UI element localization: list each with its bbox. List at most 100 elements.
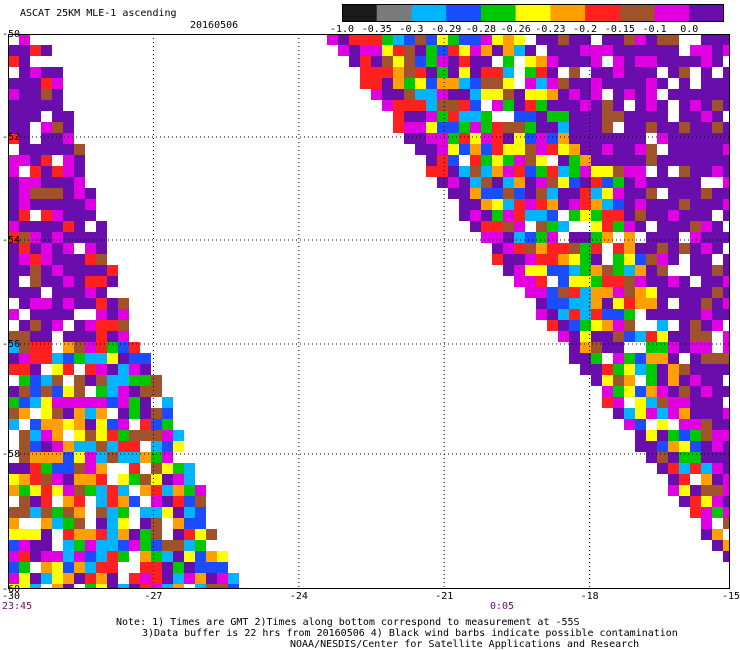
swath-cell <box>30 342 41 353</box>
swath-cell <box>162 441 173 452</box>
swath-cell <box>690 166 701 177</box>
swath-cell <box>580 144 591 155</box>
swath-cell <box>558 232 569 243</box>
swath-cell <box>481 166 492 177</box>
swath-cell <box>646 243 657 254</box>
swath-cell <box>382 100 393 111</box>
swath-cell <box>151 375 162 386</box>
swath-cell <box>591 265 602 276</box>
swath-cell <box>74 276 85 287</box>
swath-cell <box>723 100 730 111</box>
swath-cell <box>140 518 151 529</box>
swath-cell <box>63 155 74 166</box>
swath-cell <box>30 463 41 474</box>
swath-cell <box>602 353 613 364</box>
swath-cell <box>470 166 481 177</box>
swath-cell <box>52 144 63 155</box>
colorbar-tick-label: -0.15 <box>604 24 635 35</box>
swath-cell <box>8 133 19 144</box>
swath-cell <box>525 45 536 56</box>
swath-cell <box>657 155 668 166</box>
swath-cell <box>580 177 591 188</box>
swath-cell <box>602 397 613 408</box>
swath-cell <box>63 441 74 452</box>
swath-cell <box>646 276 657 287</box>
swath-cell <box>173 485 184 496</box>
swath-cell <box>635 221 646 232</box>
swath-cell <box>162 529 173 540</box>
swath-cell <box>30 485 41 496</box>
swath-cell <box>63 551 74 562</box>
swath-cell <box>591 331 602 342</box>
swath-cell <box>613 232 624 243</box>
swath-cell <box>63 298 74 309</box>
swath-cell <box>52 331 63 342</box>
swath-cell <box>8 485 19 496</box>
swath-cell <box>393 45 404 56</box>
swath-cell <box>723 375 730 386</box>
swath-cell <box>30 243 41 254</box>
swath-cell <box>580 320 591 331</box>
swath-cell <box>85 309 96 320</box>
swath-cell <box>613 287 624 298</box>
swath-cell <box>151 573 162 584</box>
swath-cell <box>558 276 569 287</box>
swath-cell <box>85 463 96 474</box>
swath-cell <box>151 562 162 573</box>
swath-cell <box>580 133 591 144</box>
swath-cell <box>74 287 85 298</box>
swath-cell <box>492 199 503 210</box>
swath-cell <box>701 122 712 133</box>
swath-cell <box>657 441 668 452</box>
swath-cell <box>657 342 668 353</box>
swath-cell <box>151 408 162 419</box>
swath-cell <box>624 397 635 408</box>
swath-cell <box>63 320 74 331</box>
swath-cell <box>107 397 118 408</box>
swath-cell <box>426 122 437 133</box>
swath-cell <box>437 122 448 133</box>
swath-cell <box>415 67 426 78</box>
swath-cell <box>415 100 426 111</box>
swath-cell <box>206 584 217 589</box>
swath-cell <box>580 298 591 309</box>
swath-cell <box>668 78 679 89</box>
latitude-tick-label: -60 <box>2 584 21 595</box>
swath-cell <box>624 254 635 265</box>
swath-cell <box>195 507 206 518</box>
swath-cell <box>19 232 30 243</box>
swath-cell <box>723 518 730 529</box>
swath-cell <box>569 111 580 122</box>
swath-cell <box>569 100 580 111</box>
swath-cell <box>547 100 558 111</box>
swath-cell <box>162 397 173 408</box>
swath-cell <box>657 144 668 155</box>
swath-cell <box>569 56 580 67</box>
swath-cell <box>129 342 140 353</box>
swath-cell <box>393 100 404 111</box>
swath-cell <box>679 265 690 276</box>
swath-cell <box>514 243 525 254</box>
swath-cell <box>8 298 19 309</box>
swath-cell <box>723 452 730 463</box>
swath-cell <box>19 34 30 45</box>
swath-cell <box>8 287 19 298</box>
swath-cell <box>63 342 74 353</box>
swath-cell <box>481 221 492 232</box>
swath-cell <box>657 408 668 419</box>
swath-cell <box>19 518 30 529</box>
swath-cell <box>448 78 459 89</box>
swath-cell <box>96 287 107 298</box>
swath-cell <box>602 67 613 78</box>
swath-cell <box>118 331 129 342</box>
swath-cell <box>195 551 206 562</box>
swath-cell <box>723 463 730 474</box>
swath-cell <box>580 166 591 177</box>
swath-cell <box>52 221 63 232</box>
swath-cell <box>701 496 712 507</box>
swath-cell <box>668 287 679 298</box>
swath-cell <box>503 221 514 232</box>
swath-cell <box>591 353 602 364</box>
swath-cell <box>547 320 558 331</box>
swath-cell <box>41 452 52 463</box>
